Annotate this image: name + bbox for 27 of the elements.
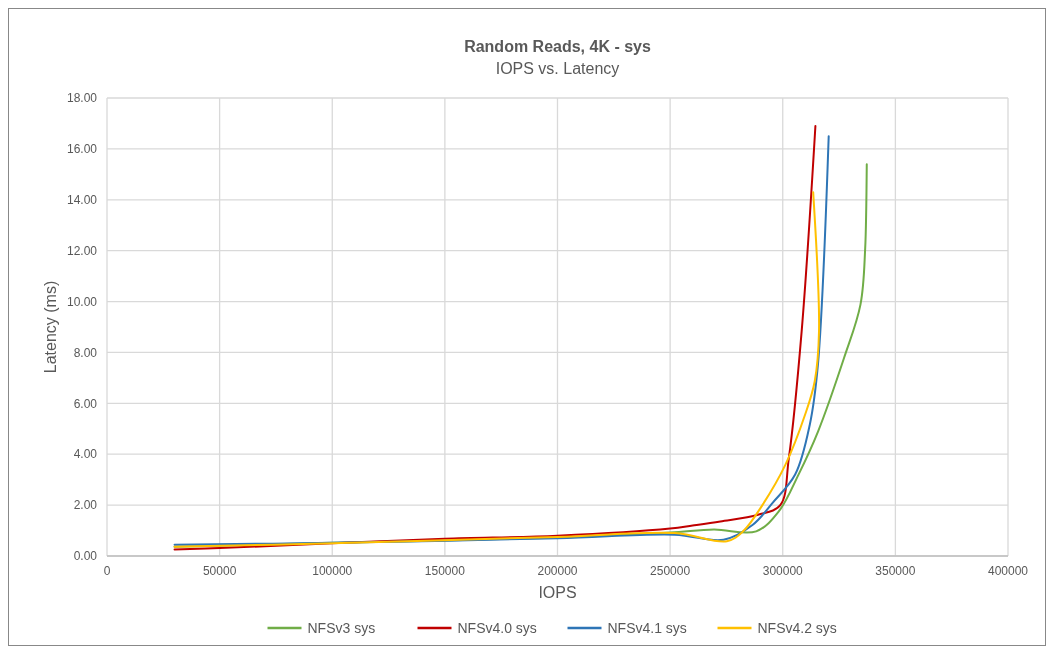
y-tick-label: 4.00	[73, 447, 98, 462]
y-tick-label: 14.00	[66, 192, 98, 207]
x-tick-label: 200000	[537, 564, 578, 578]
y-axis-title: Latency (ms)	[42, 280, 59, 374]
y-tick-label: 16.00	[66, 142, 98, 157]
x-tick-label: 0	[103, 564, 111, 578]
x-axis-title: IOPS	[538, 584, 577, 601]
x-tick-label: 300000	[762, 564, 804, 578]
legend-label: NFSv4.0 sys	[457, 619, 537, 636]
legend-label: NFSv4.2 sys	[757, 619, 837, 636]
legend-label: NFSv3 sys	[307, 619, 376, 636]
x-tick-label: 350000	[875, 564, 916, 578]
legend-label: NFSv4.1 sys	[607, 619, 687, 636]
y-tick-label: 8.00	[73, 345, 98, 360]
y-tick-label: 0.00	[73, 549, 98, 564]
y-tick-label: 2.00	[73, 498, 98, 513]
x-tick-label: 400000	[987, 564, 1029, 578]
y-tick-label: 6.00	[73, 396, 98, 411]
y-tick-label: 18.00	[66, 91, 98, 106]
y-tick-label: 10.00	[66, 294, 98, 309]
chart-title: Random Reads, 4K - sys	[464, 38, 651, 55]
x-tick-label: 50000	[202, 564, 237, 578]
chart-subtitle: IOPS vs. Latency	[495, 60, 620, 77]
y-tick-label: 12.00	[66, 243, 98, 258]
x-tick-label: 250000	[650, 564, 691, 578]
x-tick-label: 100000	[312, 564, 353, 578]
x-tick-label: 150000	[424, 564, 466, 578]
